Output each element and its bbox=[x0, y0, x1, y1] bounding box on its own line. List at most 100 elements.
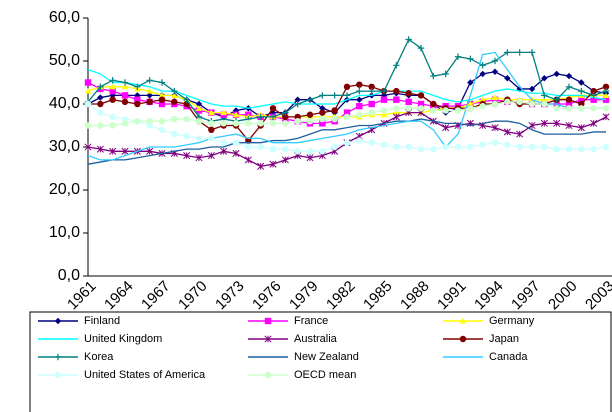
y-tick-label: 0,0 bbox=[58, 267, 80, 284]
data-point bbox=[565, 145, 573, 153]
data-point bbox=[146, 77, 153, 84]
data-point bbox=[565, 72, 573, 80]
data-point bbox=[479, 62, 486, 69]
data-point bbox=[121, 147, 129, 155]
legend-label: New Zealand bbox=[294, 351, 359, 363]
data-point bbox=[121, 120, 129, 127]
data-point bbox=[528, 143, 536, 151]
data-point bbox=[294, 100, 301, 108]
data-point bbox=[565, 121, 573, 130]
data-point bbox=[319, 148, 326, 155]
data-point bbox=[158, 118, 166, 125]
data-point bbox=[516, 49, 523, 56]
data-point bbox=[146, 147, 154, 155]
legend-box bbox=[29, 311, 612, 412]
data-point bbox=[208, 120, 215, 127]
data-point bbox=[158, 100, 166, 108]
data-point bbox=[516, 98, 523, 106]
data-point bbox=[207, 152, 215, 160]
data-point bbox=[405, 105, 412, 112]
x-tick-label: 2003 bbox=[582, 278, 612, 314]
data-point bbox=[356, 102, 363, 110]
data-point bbox=[109, 87, 116, 95]
data-point bbox=[442, 124, 450, 132]
x-tick-label: 1988 bbox=[397, 278, 433, 314]
data-point bbox=[208, 109, 215, 116]
data-point bbox=[121, 79, 129, 86]
data-point bbox=[454, 53, 462, 60]
data-point bbox=[504, 75, 511, 82]
legend-marker bbox=[264, 317, 272, 325]
data-point bbox=[541, 92, 548, 99]
data-point bbox=[319, 92, 326, 99]
data-point bbox=[146, 92, 153, 99]
data-point bbox=[208, 135, 215, 142]
data-point bbox=[331, 115, 338, 123]
data-point bbox=[245, 143, 252, 151]
data-point bbox=[343, 139, 351, 146]
data-point bbox=[306, 118, 314, 125]
data-point bbox=[541, 96, 548, 103]
data-point bbox=[97, 94, 104, 101]
data-point bbox=[540, 119, 548, 127]
legend-marker bbox=[54, 317, 62, 325]
data-point bbox=[541, 143, 548, 151]
data-point bbox=[146, 118, 153, 125]
data-point bbox=[319, 109, 326, 116]
data-point bbox=[171, 115, 178, 123]
data-point bbox=[368, 139, 375, 146]
legend-label: Germany bbox=[489, 315, 535, 327]
data-point bbox=[158, 92, 166, 98]
data-point bbox=[491, 94, 499, 101]
data-point bbox=[232, 139, 240, 146]
x-tick-label: 1964 bbox=[101, 278, 137, 314]
data-point bbox=[232, 111, 240, 118]
data-point bbox=[393, 96, 400, 103]
y-tick-label: 20,0 bbox=[49, 181, 80, 198]
data-point bbox=[528, 85, 536, 93]
data-point bbox=[171, 98, 178, 106]
legend-label: Canada bbox=[489, 351, 528, 363]
data-point bbox=[331, 107, 338, 114]
data-point bbox=[109, 77, 116, 84]
data-point bbox=[269, 160, 277, 168]
legend-label: Finland bbox=[84, 315, 120, 327]
data-point bbox=[393, 143, 400, 151]
data-point bbox=[368, 83, 375, 91]
data-point bbox=[195, 118, 203, 125]
data-point bbox=[553, 145, 560, 153]
x-tick-label: 1982 bbox=[323, 278, 359, 314]
data-point bbox=[590, 92, 597, 99]
data-point bbox=[84, 79, 92, 86]
data-point bbox=[282, 145, 289, 153]
data-point bbox=[393, 87, 400, 95]
data-point bbox=[553, 105, 560, 112]
data-point bbox=[479, 102, 486, 110]
data-point bbox=[442, 70, 449, 78]
data-point bbox=[356, 87, 363, 95]
x-tick-label: 1967 bbox=[138, 278, 174, 314]
data-point bbox=[479, 70, 486, 78]
data-point bbox=[467, 143, 474, 151]
data-point bbox=[417, 44, 425, 52]
data-point bbox=[356, 96, 363, 103]
data-point bbox=[417, 145, 425, 153]
data-point bbox=[134, 118, 141, 125]
data-point bbox=[232, 107, 240, 114]
data-point bbox=[454, 107, 462, 114]
data-point bbox=[109, 96, 116, 103]
data-point bbox=[257, 162, 265, 170]
data-point bbox=[565, 83, 573, 90]
legend-label: Japan bbox=[489, 333, 519, 345]
data-point bbox=[134, 96, 141, 103]
data-point bbox=[257, 143, 264, 151]
data-point bbox=[195, 154, 203, 162]
y-tick-label: 10,0 bbox=[49, 224, 80, 241]
data-point bbox=[528, 121, 536, 130]
x-tick-label: 1979 bbox=[286, 278, 322, 314]
data-point bbox=[146, 98, 153, 106]
data-point bbox=[331, 92, 338, 99]
data-point bbox=[109, 113, 116, 121]
x-tick-label: 2000 bbox=[545, 278, 581, 314]
legend-label: United States of America bbox=[84, 369, 206, 381]
